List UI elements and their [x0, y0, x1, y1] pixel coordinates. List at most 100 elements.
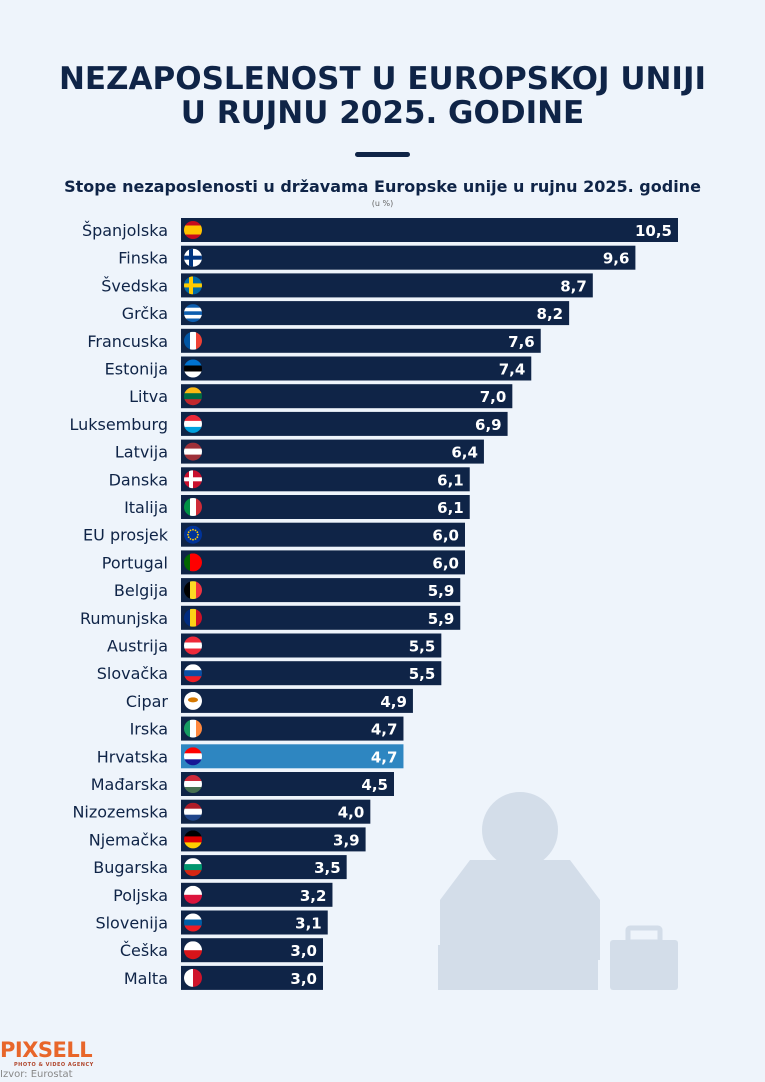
unit-label: (u %) [371, 199, 394, 208]
value-label: 3,0 [290, 942, 317, 960]
flag-icon [184, 359, 202, 378]
bar-row: Litva 7,0 [129, 384, 513, 409]
category-label: Slovačka [97, 664, 168, 683]
value-label: 4,7 [371, 748, 398, 766]
brand-tagline: PHOTO & VIDEO AGENCY [14, 1062, 94, 1068]
bar-row: Malta 3,0 [124, 965, 323, 990]
category-label: Italija [124, 498, 168, 517]
bar [181, 273, 593, 298]
bar [181, 855, 347, 880]
category-label: Bugarska [93, 858, 168, 877]
bar-row: Njemačka 3,9 [89, 827, 366, 852]
bar-row: Slovačka 5,5 [97, 661, 442, 686]
category-label: Hrvatska [97, 747, 168, 766]
bar-row: Danska 6,1 [109, 467, 470, 492]
flag-icon [184, 913, 202, 932]
flag-icon [184, 941, 202, 960]
flag-icon [184, 830, 202, 849]
value-label: 7,4 [499, 361, 526, 379]
bar-row: Češka 3,0 [120, 938, 323, 963]
value-label: 6,0 [432, 527, 459, 545]
category-label: Mađarska [91, 775, 168, 794]
value-label: 3,2 [300, 887, 327, 905]
value-label: 3,5 [314, 859, 341, 877]
flag-icon [184, 248, 202, 267]
title-divider [355, 152, 410, 157]
category-label: Danska [109, 470, 168, 489]
value-label: 3,9 [333, 831, 360, 849]
flag-icon [184, 414, 202, 433]
category-label: Slovenija [95, 914, 168, 933]
bar-row: Francuska 7,6 [87, 328, 541, 353]
flag-icon [184, 498, 202, 516]
category-label: Austrija [107, 637, 168, 656]
bar [181, 633, 442, 658]
category-label: Rumunjska [80, 609, 168, 628]
value-label: 6,1 [437, 499, 464, 517]
bar-row: EU prosjek 6,0 [83, 522, 465, 547]
category-label: Nizozemska [72, 803, 168, 822]
category-label: Poljska [113, 886, 168, 905]
bar-row: Italija 6,1 [124, 495, 470, 519]
value-label: 4,9 [380, 693, 407, 711]
flag-icon [184, 525, 202, 544]
bar [181, 411, 508, 436]
bar-row: Estonija 7,4 [105, 356, 532, 381]
bar-row: Grčka 8,2 [122, 301, 570, 326]
value-label: 6,4 [451, 444, 478, 462]
bar-row: Bugarska 3,5 [93, 855, 347, 880]
bar [181, 218, 678, 242]
bar-row: Portugal 6,0 [102, 550, 465, 575]
bar [181, 550, 465, 575]
bar [181, 467, 470, 492]
category-label: Estonija [105, 360, 168, 379]
flag-icon [184, 885, 202, 904]
value-label: 3,1 [295, 915, 322, 933]
bar [181, 744, 404, 769]
bar [181, 799, 371, 824]
bar [181, 522, 465, 547]
chart-title: Stope nezaposlenosti u državama Europske… [64, 177, 701, 196]
category-label: Njemačka [89, 830, 168, 849]
bar-row: Latvija 6,4 [115, 439, 484, 464]
pixsell-logo: PIXSELL [0, 1038, 93, 1062]
value-label: 10,5 [635, 222, 672, 240]
bar-row: Belgija 5,9 [114, 578, 461, 603]
category-label: Španjolska [82, 221, 168, 240]
category-label: EU prosjek [83, 526, 169, 545]
category-label: Malta [124, 969, 168, 988]
category-label: Francuska [87, 332, 168, 351]
value-label: 4,0 [338, 804, 365, 822]
bar [181, 245, 636, 270]
worker-illustration [438, 792, 678, 990]
source-note: Izvor: Eurostat [0, 1069, 73, 1080]
value-label: 7,0 [480, 388, 507, 406]
bar-row: Rumunjska 5,9 [80, 605, 461, 630]
value-label: 9,6 [603, 250, 630, 268]
value-label: 4,5 [361, 776, 388, 794]
flag-icon [184, 221, 202, 239]
value-label: 6,1 [437, 471, 464, 489]
flag-icon [184, 775, 202, 793]
flag-icon [184, 304, 202, 323]
value-label: 5,9 [428, 582, 455, 600]
value-label: 8,2 [537, 305, 564, 323]
bar [181, 328, 541, 353]
category-label: Irska [130, 720, 168, 739]
bar-row: Irska 4,7 [130, 716, 404, 741]
category-label: Cipar [126, 692, 169, 711]
category-label: Luksemburg [69, 415, 168, 434]
flag-icon [184, 553, 202, 572]
bar [181, 356, 532, 381]
bar-row: Španjolska 10,5 [82, 218, 678, 242]
value-label: 6,0 [432, 554, 459, 572]
bar [181, 938, 323, 963]
value-label: 4,7 [371, 721, 398, 739]
bar [181, 605, 461, 630]
category-label: Portugal [102, 553, 168, 572]
bar-row: Cipar 4,9 [126, 688, 413, 713]
flag-icon [184, 664, 202, 683]
bar [181, 578, 461, 603]
flag-icon [184, 691, 202, 710]
